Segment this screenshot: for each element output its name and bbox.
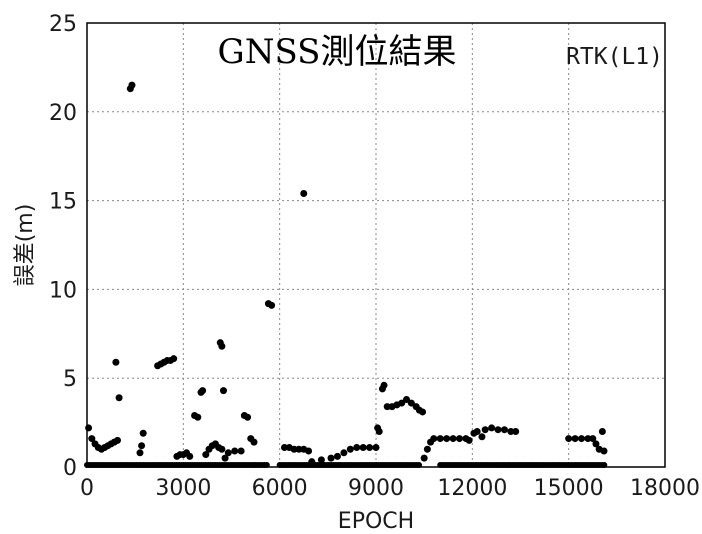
x-axis-label: EPOCH [338, 509, 414, 534]
data-point [308, 458, 316, 466]
x-tick-label: 3000 [155, 476, 211, 501]
data-point [592, 440, 600, 448]
data-point [380, 381, 388, 389]
data-point [407, 399, 415, 407]
data-point [218, 342, 226, 350]
data-point [571, 435, 579, 443]
data-point [449, 435, 457, 443]
data-point [280, 443, 288, 451]
data-point [494, 426, 502, 434]
x-tick-label: 18000 [630, 476, 700, 501]
data-point [224, 449, 232, 457]
data-point [186, 452, 194, 460]
y-tick-label: 5 [63, 367, 77, 392]
data-point [500, 426, 508, 434]
data-point [333, 452, 341, 460]
data-point [199, 387, 207, 395]
data-point [305, 447, 313, 455]
data-point [375, 427, 383, 435]
data-point [403, 396, 411, 404]
data-point [317, 456, 325, 464]
data-point [250, 438, 258, 446]
data-point [219, 387, 227, 395]
data-point [115, 394, 123, 402]
data-point [231, 447, 239, 455]
y-tick-label: 10 [49, 278, 77, 303]
data-point [481, 426, 489, 434]
y-axis-label: 誤差(m) [13, 204, 38, 287]
x-tick-label: 9000 [348, 476, 404, 501]
data-point [244, 413, 252, 421]
data-point [327, 454, 335, 462]
data-point [221, 454, 229, 462]
data-point [366, 443, 374, 451]
data-point [589, 435, 597, 443]
data-point [170, 355, 178, 363]
data-point [218, 445, 226, 453]
data-point [194, 413, 202, 421]
data-point [473, 427, 481, 435]
method-annotation: RTK(L1) [566, 44, 663, 70]
x-tick-label: 15000 [534, 476, 604, 501]
data-point [295, 445, 303, 453]
y-axis-ticks: 0 5 10 15 20 25 [49, 12, 77, 481]
x-tick-label: 12000 [437, 476, 507, 501]
data-point [112, 358, 120, 366]
data-point [512, 427, 520, 435]
grid-lines [87, 23, 665, 467]
x-axis-ticks: 0 3000 6000 9000 12000 15000 18000 [80, 476, 700, 501]
data-point [436, 435, 444, 443]
data-point [465, 436, 473, 444]
data-point [237, 447, 245, 455]
data-point [139, 429, 147, 437]
data-point [455, 435, 463, 443]
data-point [383, 403, 391, 411]
data-point [346, 445, 354, 453]
plot-area-frame [86, 22, 666, 468]
data-point [85, 424, 93, 432]
x-tick-label: 6000 [252, 476, 308, 501]
data-point [372, 443, 380, 451]
data-point [300, 189, 308, 197]
data-point [340, 449, 348, 457]
data-points [85, 81, 608, 466]
data-point [114, 436, 122, 444]
data-point [398, 399, 406, 407]
data-point [88, 435, 96, 443]
x-tick-label: 0 [80, 476, 94, 501]
data-point [420, 454, 428, 462]
data-point [202, 451, 210, 459]
y-tick-label: 0 [63, 456, 77, 481]
data-point [600, 447, 608, 455]
y-tick-label: 25 [49, 12, 77, 37]
data-point [290, 445, 298, 453]
y-tick-label: 20 [49, 101, 77, 126]
data-point [488, 424, 496, 432]
y-tick-label: 15 [49, 190, 77, 215]
data-point [565, 435, 573, 443]
data-point [598, 427, 606, 435]
data-point [353, 443, 361, 451]
data-point [138, 442, 146, 450]
data-point [136, 449, 144, 457]
data-point [578, 435, 586, 443]
data-point [419, 408, 427, 416]
data-point [268, 301, 276, 309]
data-point [430, 435, 438, 443]
chart-title: GNSS測位結果 [218, 32, 457, 72]
data-point [443, 435, 451, 443]
data-point [507, 427, 515, 435]
data-point [478, 433, 486, 441]
data-point [584, 435, 592, 443]
data-point [128, 81, 136, 89]
data-point [423, 445, 431, 453]
data-point [359, 443, 367, 451]
